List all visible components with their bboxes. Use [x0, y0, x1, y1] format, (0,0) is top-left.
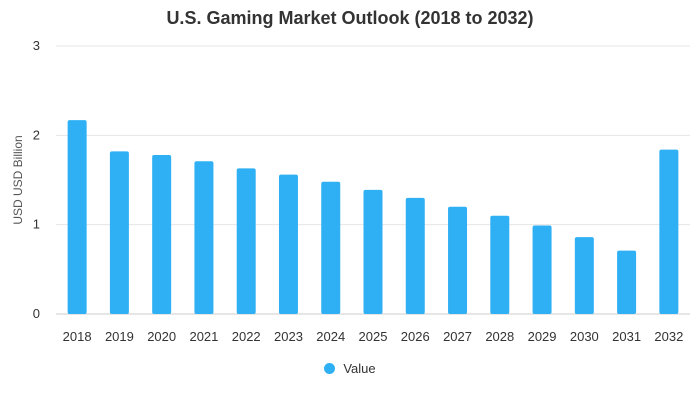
bar-2031	[617, 250, 637, 314]
bar-2021	[194, 161, 214, 314]
x-tick-label: 2019	[105, 329, 134, 344]
x-tick-label: 2027	[443, 329, 472, 344]
bar-2030	[574, 237, 594, 314]
x-tick-label: 2022	[232, 329, 261, 344]
bar-2027	[448, 206, 468, 314]
x-tick-label: 2031	[612, 329, 641, 344]
y-axis-ticks: 0 1 2 3	[33, 38, 40, 321]
bar-2020	[152, 154, 172, 314]
bar-2025	[363, 189, 383, 314]
bar-2018	[67, 120, 87, 314]
x-tick-label: 2032	[654, 329, 683, 344]
x-tick-label: 2020	[147, 329, 176, 344]
x-axis-ticks: 2018 2019 2020 2021 2022 2023 2024 2025 2026 2027…	[63, 329, 684, 344]
bar-2023	[278, 174, 298, 314]
y-tick-label: 3	[33, 38, 40, 53]
bar-2019	[109, 151, 129, 314]
y-tick-label: 1	[33, 217, 40, 232]
bar-2032	[659, 149, 679, 314]
chart-title: U.S. Gaming Market Outlook (2018 to 2032…	[166, 8, 534, 28]
x-tick-label: 2026	[401, 329, 430, 344]
bars	[67, 120, 679, 314]
y-tick-label: 0	[33, 306, 40, 321]
legend-marker-icon	[324, 363, 336, 374]
bar-2024	[321, 181, 341, 314]
x-tick-label: 2030	[570, 329, 599, 344]
y-tick-label: 2	[33, 127, 40, 142]
x-tick-label: 2024	[316, 329, 345, 344]
y-axis-title: USD USD Billion	[11, 135, 25, 224]
x-tick-label: 2018	[63, 329, 92, 344]
x-tick-label: 2028	[485, 329, 514, 344]
x-tick-label: 2025	[359, 329, 388, 344]
legend: Value	[0, 361, 700, 376]
bar-2028	[490, 215, 510, 314]
x-tick-label: 2029	[528, 329, 557, 344]
x-tick-label: 2021	[189, 329, 218, 344]
legend-label: Value	[343, 361, 376, 376]
x-tick-label: 2023	[274, 329, 303, 344]
bar-2026	[405, 197, 425, 314]
bar-2022	[236, 168, 256, 314]
bar-2029	[532, 225, 552, 314]
